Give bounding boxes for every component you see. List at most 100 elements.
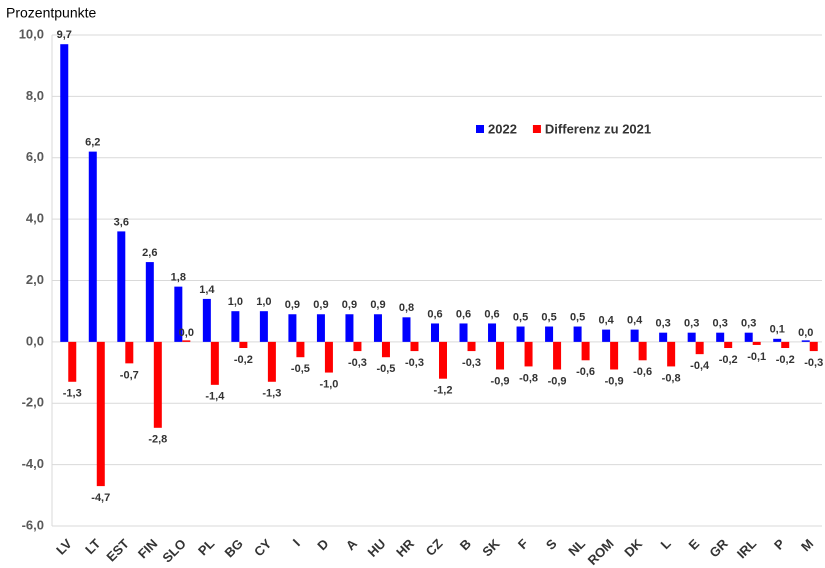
bar xyxy=(316,314,325,342)
bar xyxy=(659,332,668,342)
value-label: -1,2 xyxy=(434,385,453,397)
bar xyxy=(602,329,611,342)
value-label: 1,4 xyxy=(199,284,215,296)
bar xyxy=(373,314,382,342)
legend-label: Differenz zu 2021 xyxy=(545,121,651,136)
y-axis-label: Prozentpunkte xyxy=(6,5,96,21)
legend-swatch xyxy=(532,125,541,133)
bar xyxy=(410,341,419,352)
bar xyxy=(695,341,704,355)
bar xyxy=(573,326,582,342)
value-label: -0,9 xyxy=(548,375,567,387)
value-label: 0,1 xyxy=(770,324,785,336)
value-label: 0,4 xyxy=(627,315,643,327)
value-label: -0,5 xyxy=(291,363,310,375)
x-tick-label: IRL xyxy=(734,536,759,561)
x-tick-label: M xyxy=(798,536,816,554)
bar xyxy=(231,311,240,342)
value-label: -0,5 xyxy=(376,363,395,375)
value-label: -0,6 xyxy=(633,366,652,378)
y-tick-label: 6,0 xyxy=(26,149,44,164)
value-label: -0,8 xyxy=(662,372,681,384)
bar xyxy=(60,44,69,342)
x-tick-label: S xyxy=(543,536,560,553)
x-tick-label: E xyxy=(685,536,702,553)
bar xyxy=(267,341,276,382)
value-label: 0,9 xyxy=(313,299,328,311)
bar xyxy=(524,341,533,367)
x-tick-label: GR xyxy=(706,536,731,561)
x-tick-label: D xyxy=(314,536,331,553)
value-label: -0,3 xyxy=(462,357,481,369)
y-tick-label: 2,0 xyxy=(26,272,44,287)
value-label: -4,7 xyxy=(91,492,110,504)
x-tick-label: I xyxy=(290,536,303,549)
bar xyxy=(431,323,439,342)
bar xyxy=(744,332,753,342)
bar xyxy=(402,317,411,342)
bar xyxy=(610,341,619,370)
y-tick-label: 8,0 xyxy=(26,88,44,103)
value-label: 0,3 xyxy=(684,318,699,330)
y-tick-label: 4,0 xyxy=(26,211,44,226)
value-label: -0,8 xyxy=(519,372,538,384)
bar xyxy=(182,340,191,342)
value-label: -0,9 xyxy=(605,375,624,387)
bar xyxy=(145,262,154,342)
bar xyxy=(809,341,818,352)
bar xyxy=(88,151,97,342)
bar xyxy=(210,341,219,385)
bar xyxy=(68,341,77,382)
bar xyxy=(781,341,790,349)
bar xyxy=(630,329,639,342)
bar xyxy=(496,341,505,370)
bar xyxy=(459,323,468,342)
y-tick-label: -2,0 xyxy=(22,395,44,410)
value-label: -0,7 xyxy=(120,369,139,381)
bar xyxy=(488,323,497,342)
bar xyxy=(716,332,725,342)
value-label: 0,3 xyxy=(713,318,728,330)
bar xyxy=(687,332,696,342)
bar xyxy=(259,311,268,342)
bar xyxy=(581,341,590,361)
bar xyxy=(467,341,476,352)
value-label: -0,9 xyxy=(491,375,510,387)
y-tick-label: 10,0 xyxy=(19,26,44,41)
bar xyxy=(545,326,554,342)
bar xyxy=(117,231,126,342)
bar xyxy=(516,326,525,342)
value-label: -0,2 xyxy=(719,354,738,366)
value-label: 0,8 xyxy=(399,302,414,314)
value-label: -1,4 xyxy=(205,391,225,403)
value-label: 2,6 xyxy=(142,247,157,259)
value-label: 1,8 xyxy=(171,272,186,284)
value-label: 6,2 xyxy=(85,137,100,149)
value-label: 0,5 xyxy=(541,311,556,323)
bar xyxy=(324,341,333,373)
value-label: -0,2 xyxy=(234,354,253,366)
value-label: 0,5 xyxy=(513,311,528,323)
bar xyxy=(553,341,562,370)
x-tick-label: SK xyxy=(479,536,503,560)
bar xyxy=(752,341,761,345)
value-label: 0,6 xyxy=(427,308,442,320)
y-tick-label: -4,0 xyxy=(22,456,44,471)
value-label: 0,3 xyxy=(655,318,670,330)
y-tick-label: 0,0 xyxy=(26,333,44,348)
x-tick-label: B xyxy=(457,536,474,553)
value-label: -0,4 xyxy=(690,360,710,372)
bar xyxy=(96,341,105,487)
bar xyxy=(801,340,810,342)
x-tick-label: F xyxy=(515,536,531,552)
x-tick-label: NL xyxy=(565,536,588,559)
x-tick-label: L xyxy=(657,536,673,552)
x-tick-label: HU xyxy=(365,536,389,560)
value-label: -0,3 xyxy=(804,357,823,369)
value-label: 0,9 xyxy=(370,299,385,311)
x-tick-label: P xyxy=(771,536,788,553)
x-tick-label: A xyxy=(343,536,361,554)
x-tick-label: FIN xyxy=(135,536,160,561)
value-label: -0,2 xyxy=(776,354,795,366)
